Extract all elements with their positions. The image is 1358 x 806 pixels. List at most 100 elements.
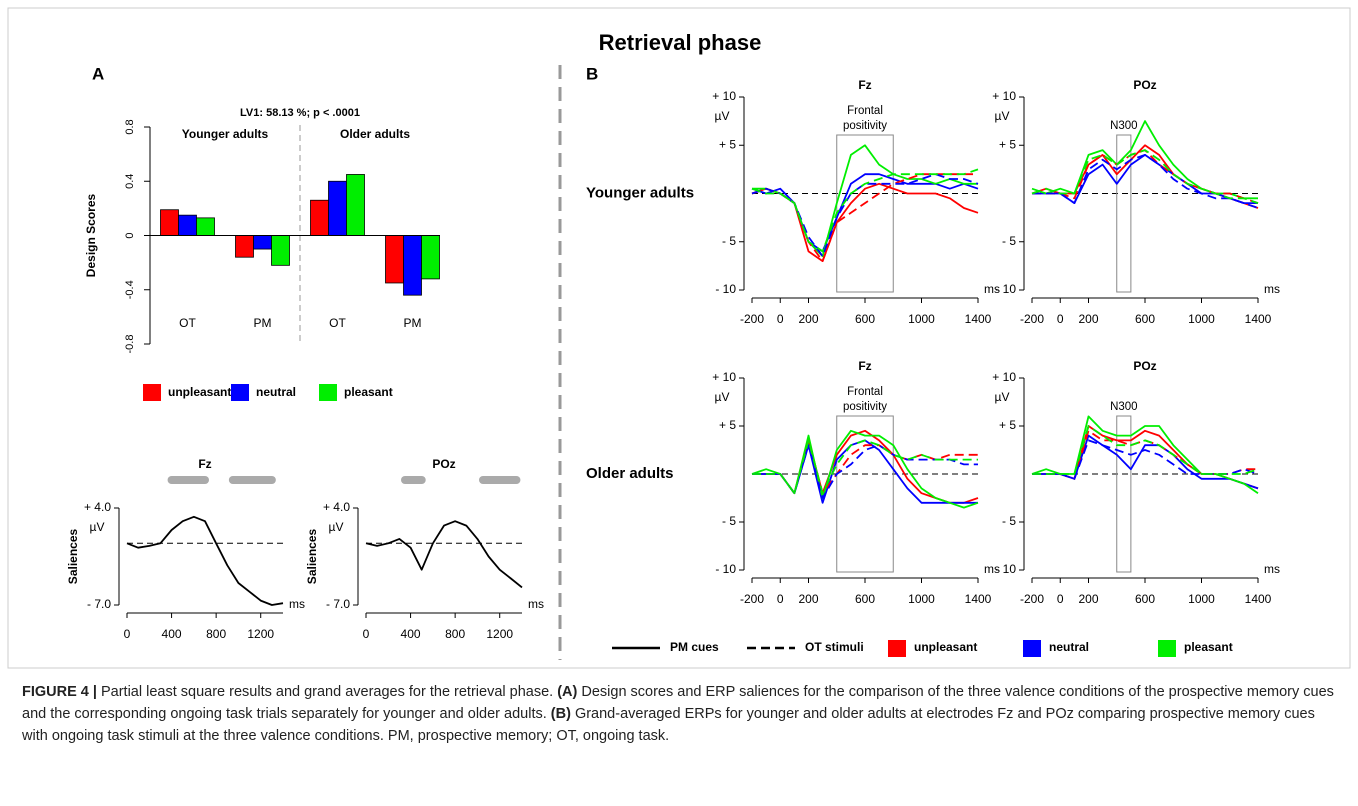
panel-label: B — [586, 64, 598, 83]
x-tick-label: 1400 — [965, 312, 992, 326]
x-tick-label: 1200 — [247, 627, 274, 641]
series-line — [752, 439, 978, 504]
x-tick-label: -200 — [1020, 592, 1044, 606]
row-label: Older adults — [586, 465, 674, 482]
y-tick-label: - 10 — [995, 562, 1016, 576]
y-unit: µV — [995, 390, 1010, 404]
y-tick-label: + 10 — [712, 370, 736, 384]
x-unit: ms — [1264, 562, 1280, 576]
panel-label: A — [92, 64, 104, 83]
row-label: Younger adults — [586, 184, 694, 201]
window-label: Frontal positivity — [843, 386, 887, 413]
chart-title: LV1: 58.13 %; p < .0001 — [240, 107, 360, 119]
chart-title: POz — [1133, 78, 1156, 92]
bar — [178, 214, 197, 236]
x-tick-label: 800 — [206, 627, 226, 641]
group-label: Younger adults — [182, 127, 269, 141]
y-axis-label: Saliences — [305, 528, 319, 584]
y-axis-label: Saliences — [66, 528, 80, 584]
bar — [235, 235, 254, 258]
y-tick-label: + 5 — [999, 137, 1016, 151]
bar — [271, 235, 290, 266]
x-tick-label: -200 — [740, 312, 764, 326]
x-tick-label: 600 — [855, 312, 875, 326]
x-tick-label: 600 — [1135, 312, 1155, 326]
x-unit: ms — [984, 282, 1000, 296]
window-label: Frontal positivity — [843, 105, 887, 132]
legend-label: unpleasant — [914, 640, 977, 654]
series-line — [752, 439, 978, 495]
legend-swatch — [1158, 640, 1176, 657]
x-tick-label: 0 — [363, 627, 370, 641]
caption-text: Partial least square results and grand a… — [96, 684, 558, 700]
chart-title: POz — [1133, 359, 1156, 373]
y-tick-label: + 10 — [992, 89, 1016, 103]
x-tick-label: -200 — [740, 592, 764, 606]
legend-swatch — [319, 384, 337, 401]
bar — [160, 209, 179, 236]
x-tick-label: 1400 — [1245, 312, 1272, 326]
x-tick-label: 0 — [1057, 592, 1064, 606]
series-line — [751, 173, 979, 258]
x-tick-label: -200 — [1020, 312, 1044, 326]
y-tick-label: - 10 — [715, 282, 736, 296]
x-tick-label: 1000 — [1188, 312, 1215, 326]
legend-swatch — [231, 384, 249, 401]
y-tick-label: 0.8 — [124, 119, 136, 134]
x-tick-label: OT — [329, 316, 346, 330]
caption-text: FIGURE 4 | — [22, 684, 97, 700]
legend-label: pleasant — [344, 385, 393, 399]
x-tick-label: 600 — [855, 592, 875, 606]
bar — [385, 235, 404, 284]
legend-swatch — [143, 384, 161, 401]
window-box — [836, 134, 894, 293]
window-box — [1116, 415, 1132, 573]
chart-title: Fz — [198, 457, 211, 471]
x-tick-label: 1200 — [486, 627, 513, 641]
series-line — [1032, 154, 1259, 209]
series-line — [751, 429, 979, 509]
y-unit: µV — [90, 520, 105, 534]
y-tick-label: + 10 — [992, 370, 1016, 384]
window-label: N300 — [1110, 120, 1138, 132]
series-line — [752, 144, 978, 258]
series-line — [752, 444, 978, 499]
y-tick-label: - 5 — [1002, 234, 1016, 248]
series-line — [126, 515, 284, 606]
series-line — [1032, 429, 1258, 480]
y-tick-label: + 4.0 — [84, 500, 111, 514]
x-tick-label: 1000 — [908, 312, 935, 326]
group-label: Older adults — [340, 127, 410, 141]
x-unit: ms — [984, 562, 1000, 576]
series-line — [1032, 425, 1259, 475]
x-tick-label: 0 — [1057, 312, 1064, 326]
x-tick-label: 400 — [401, 627, 421, 641]
x-tick-label: 1400 — [1245, 592, 1272, 606]
caption-text: Design scores and ERP saliences for the … — [22, 684, 1334, 722]
y-tick-label: + 10 — [712, 89, 736, 103]
x-tick-label: OT — [179, 316, 196, 330]
chart-title: POz — [432, 457, 455, 471]
x-tick-label: PM — [254, 316, 272, 330]
series-line — [1031, 415, 1259, 494]
legend-label: neutral — [256, 385, 296, 399]
series-line — [365, 520, 523, 589]
bar — [253, 235, 272, 250]
x-tick-label: 400 — [162, 627, 182, 641]
window-box — [836, 415, 894, 573]
y-tick-label: + 5 — [719, 137, 736, 151]
bar — [403, 235, 422, 296]
x-tick-label: 1400 — [965, 592, 992, 606]
caption-text: (B) — [550, 706, 571, 722]
y-tick-label: - 5 — [722, 234, 736, 248]
legend-swatch — [1023, 640, 1041, 657]
figure-title: Retrieval phase — [599, 30, 762, 55]
y-tick-label: 0.4 — [124, 174, 136, 189]
caption-text: Grand-averaged ERPs for younger and olde… — [22, 706, 1315, 744]
bar — [328, 180, 347, 236]
x-tick-label: 1000 — [908, 592, 935, 606]
series-line — [752, 439, 978, 495]
y-tick-label: -0.4 — [124, 280, 136, 299]
